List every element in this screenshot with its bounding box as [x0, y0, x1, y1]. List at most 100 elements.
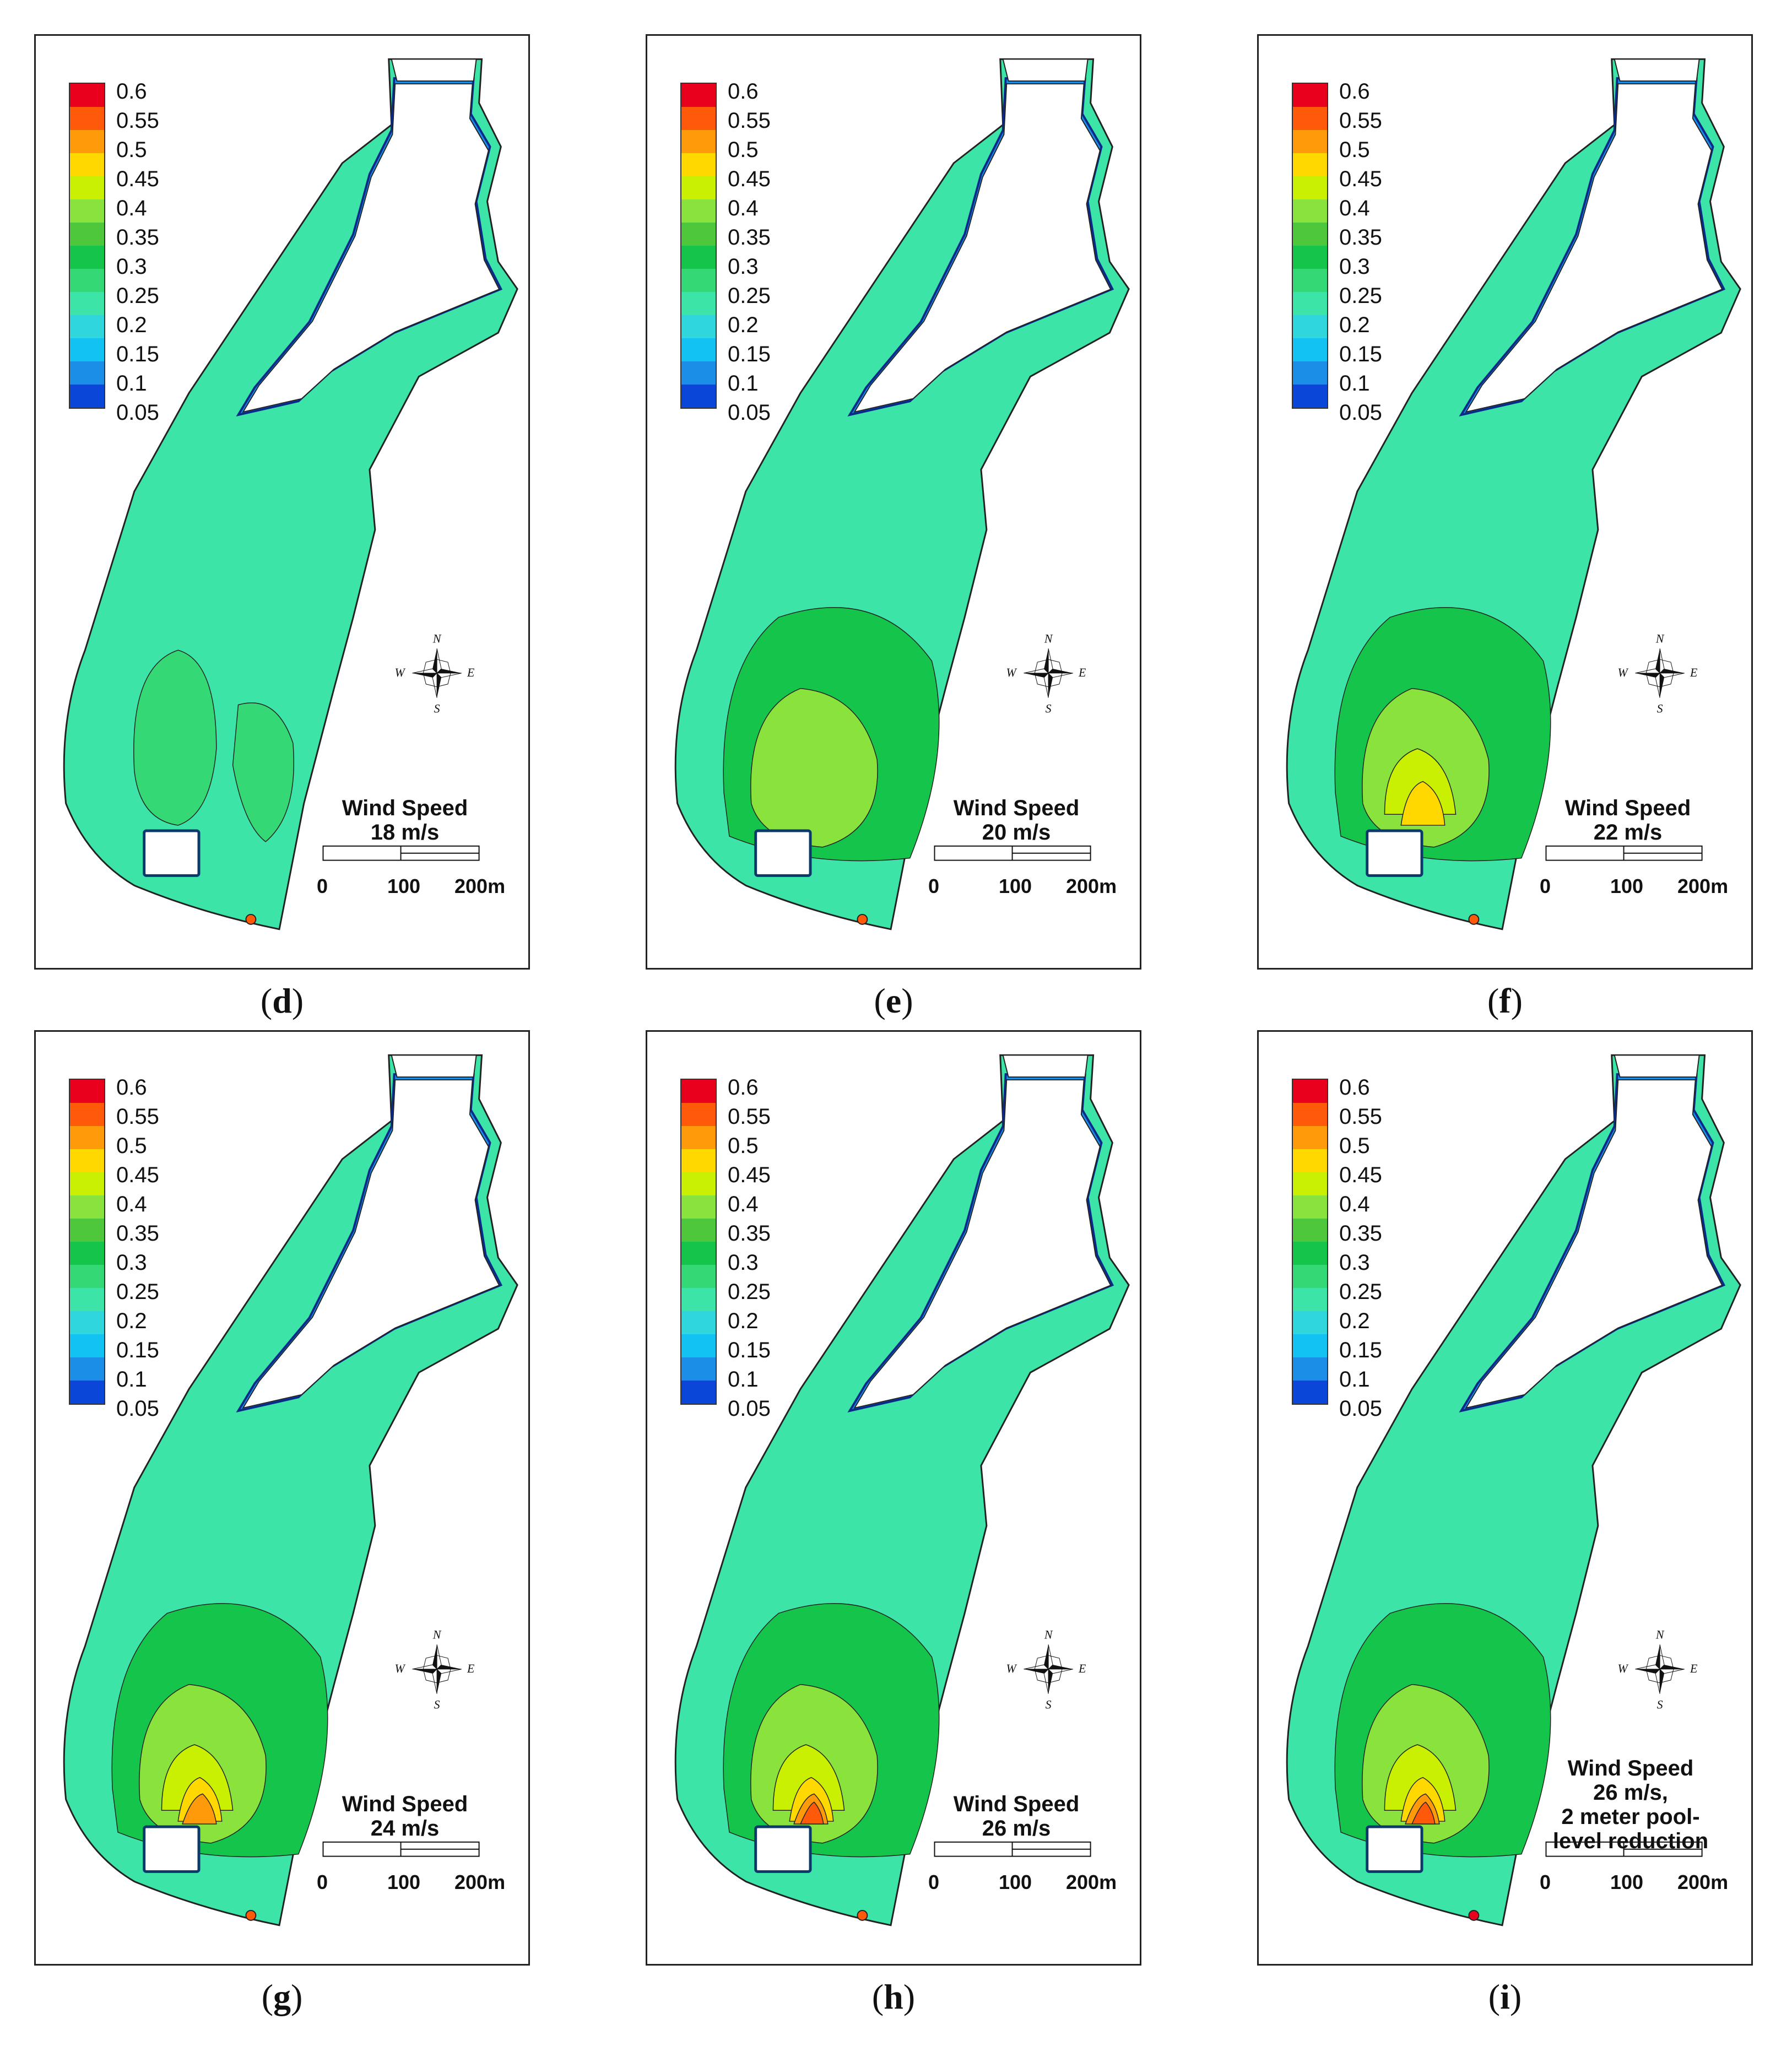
legend-label: 0.3 [728, 1251, 759, 1275]
legend-swatch [1293, 107, 1327, 130]
legend-swatch [70, 107, 104, 130]
legend-label: 0.1 [728, 1367, 759, 1392]
wind-speed-label: Wind Speed 22 m/s [1564, 796, 1691, 845]
legend-swatch [70, 176, 104, 199]
compass-label-n: N [432, 632, 442, 645]
legend-swatch [70, 1172, 104, 1195]
legend-label: 0.5 [1339, 1134, 1370, 1158]
legend-swatch [70, 153, 104, 176]
legend-label: 0.55 [728, 1105, 771, 1129]
compass-icon: N S E W [394, 632, 474, 715]
panel-letter: d [272, 981, 292, 1020]
compass-label-s: S [1046, 1698, 1052, 1711]
legend-swatch [1293, 1219, 1327, 1242]
legend-swatch [70, 1126, 104, 1149]
compass-label-e: E [467, 1662, 474, 1675]
scale-label: 200m [1677, 875, 1729, 897]
compass-label-n: N [1044, 1628, 1053, 1641]
legend-swatch [70, 1288, 104, 1311]
scale-label: 200m [454, 875, 506, 897]
legend-swatch [681, 84, 716, 107]
legend-label: 0.1 [116, 371, 147, 396]
scale-label: 200m [1677, 1871, 1729, 1893]
compass-label-e: E [1690, 666, 1697, 679]
legend-swatch [1293, 84, 1327, 107]
scale-label: 100 [387, 875, 421, 897]
scale-label: 0 [317, 875, 328, 897]
legend-label: 0.35 [116, 1221, 159, 1246]
legend-swatch [681, 1149, 716, 1172]
map-panel-f: N S E W 0.6 0.55 0.5 0.45 0.4 0.35 0.3 0.25 0.2 0.15 0… [1257, 34, 1753, 970]
outlet-spot [1468, 913, 1480, 925]
legend-swatch [70, 1357, 104, 1381]
wind-speed-label: Wind Speed 20 m/s [953, 796, 1080, 845]
legend-swatch [681, 1103, 716, 1126]
compass-label-n: N [1655, 1628, 1665, 1641]
compass-label-w: W [1006, 666, 1017, 679]
compass-label-s: S [1657, 1698, 1663, 1711]
legend-label: 0.35 [728, 1221, 771, 1246]
legend-label: 0.1 [1339, 371, 1370, 396]
legend-label: 0.15 [116, 342, 159, 366]
legend-label: 0.2 [116, 1309, 147, 1333]
compass-label-e: E [1078, 1662, 1086, 1675]
legend-swatch [681, 1288, 716, 1311]
legend-label: 0.1 [116, 1367, 147, 1392]
panel-letter: f [1499, 981, 1511, 1020]
north-channel [391, 1054, 477, 1078]
legend-swatch [1293, 1288, 1327, 1311]
legend-swatch [1293, 1080, 1327, 1103]
legend-swatch [681, 246, 716, 269]
map-panel-g: N S E W 0.6 0.55 0.5 0.45 0.4 0.35 0.3 0.25 0.2 0.15 0… [34, 1030, 530, 1966]
wind-speed-label: Wind Speed 26 m/s, 2 meter pool- level r… [1552, 1756, 1709, 1853]
compass-label-w: W [1617, 1662, 1628, 1675]
legend-swatch [681, 315, 716, 338]
compass-label-s: S [434, 702, 440, 715]
island [242, 83, 500, 413]
speed-zone [1411, 1801, 1436, 1825]
legend-swatch [681, 1126, 716, 1149]
speed-zone [133, 649, 217, 826]
legend-swatch [70, 1381, 104, 1404]
legend-label: 0.35 [1339, 225, 1382, 250]
legend-label: 0.55 [116, 109, 159, 133]
compass-label-e: E [1078, 666, 1086, 679]
legend-swatch [681, 385, 716, 408]
scale-label: 0 [928, 875, 940, 897]
compass-icon: N S E W [1617, 632, 1697, 715]
panel-caption: (e) [874, 981, 913, 1020]
legend-swatch [70, 338, 104, 361]
legend-swatch [70, 1195, 104, 1219]
legend-label: 0.6 [1339, 79, 1370, 104]
legend-label: 0.25 [728, 284, 771, 308]
scale-label: 100 [1610, 875, 1644, 897]
legend-label: 0.45 [116, 167, 159, 191]
legend-swatch [1293, 1242, 1327, 1265]
legend-swatch [681, 199, 716, 223]
compass-label-n: N [432, 1628, 442, 1641]
legend-label: 0.05 [116, 1397, 159, 1421]
legend-label: 0.4 [1339, 1192, 1370, 1216]
legend-swatch [681, 1334, 716, 1357]
scale-label: 200m [1066, 1871, 1117, 1893]
compass-label-s: S [1657, 702, 1663, 715]
north-channel [1002, 1054, 1089, 1078]
legend-label: 0.15 [1339, 342, 1382, 366]
outlet-spot [857, 1909, 868, 1921]
legend-label: 0.25 [1339, 284, 1382, 308]
scale-label: 0 [317, 1871, 328, 1893]
legend-swatch [1293, 1172, 1327, 1195]
compass-label-s: S [434, 1698, 440, 1711]
legend-swatch [681, 361, 716, 385]
structure-box [754, 829, 812, 877]
contour-map: N S E W [1286, 58, 1741, 930]
legend-swatch [1293, 338, 1327, 361]
legend-swatch [681, 130, 716, 153]
legend-label: 0.2 [728, 1309, 759, 1333]
speed-zone [232, 702, 295, 842]
legend-label: 0.1 [728, 371, 759, 396]
legend-swatch [681, 292, 716, 315]
compass-icon: N S E W [1006, 1628, 1086, 1711]
scale-label: 200m [1066, 875, 1117, 897]
legend-swatch [1293, 385, 1327, 408]
